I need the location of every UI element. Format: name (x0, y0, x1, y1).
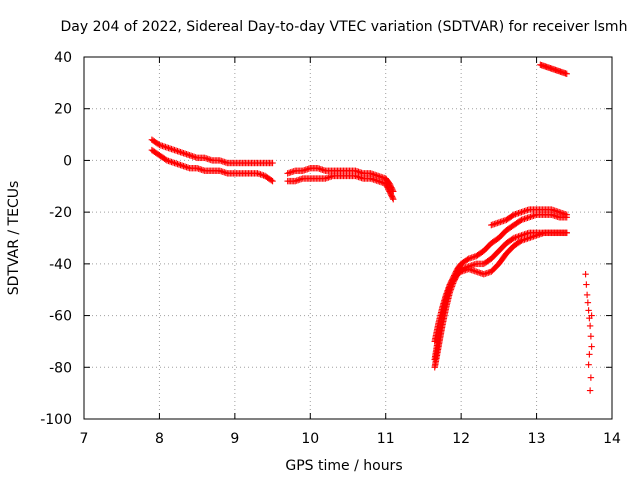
data-point (585, 361, 592, 368)
chart-title: Day 204 of 2022, Sidereal Day-to-day VTE… (61, 19, 628, 35)
y-tick-label: 40 (54, 50, 72, 66)
data-point (563, 214, 570, 221)
data-point (586, 387, 594, 394)
y-tick-label: -20 (49, 205, 72, 221)
data-point (162, 156, 169, 163)
data-point (588, 343, 595, 350)
data-point (456, 269, 464, 276)
grid (84, 57, 612, 419)
x-tick-label: 8 (155, 431, 164, 447)
y-tick-label: 20 (54, 102, 72, 118)
data-point (509, 212, 516, 219)
data-point (588, 312, 595, 319)
data-point (584, 299, 592, 306)
data-point (268, 177, 275, 184)
y-tick-label: 0 (63, 153, 72, 169)
x-tick-label: 11 (377, 431, 395, 447)
x-tick-label: 10 (301, 431, 319, 447)
data-point (269, 159, 276, 167)
x-axis-label: GPS time / hours (285, 458, 402, 474)
data-point (586, 351, 593, 358)
data-point (583, 281, 590, 288)
plot-frame (83, 56, 613, 420)
data-point (587, 333, 595, 340)
data-point (464, 256, 471, 263)
data-point (517, 238, 524, 245)
y-tick-label: -80 (49, 360, 72, 376)
data-point (563, 229, 570, 237)
x-tick-label: 12 (452, 431, 470, 447)
data-point (517, 217, 524, 224)
data-point (586, 322, 594, 330)
axis-ticks: 7 8 9 10 11 12 13 14 -100 -80 -60 -40 -20 0 20 40 (40, 50, 621, 447)
y-tick-label: -40 (49, 257, 72, 273)
data-point (269, 177, 276, 185)
data-point (585, 307, 592, 314)
y-tick-label: -100 (40, 412, 72, 428)
x-tick-label: 13 (528, 431, 546, 447)
x-tick-label: 9 (230, 431, 239, 447)
x-tick-label: 7 (80, 431, 89, 447)
data-point (390, 196, 397, 203)
data-point (509, 235, 516, 243)
data-points (148, 61, 595, 394)
data-point (583, 291, 591, 299)
x-tick-label: 14 (603, 431, 621, 447)
y-tick-label: -60 (49, 309, 72, 325)
data-point (563, 70, 570, 78)
data-point (389, 194, 396, 202)
data-point (587, 374, 595, 381)
data-point (582, 271, 589, 278)
y-axis-label: SDTVAR / TECUs (6, 181, 22, 296)
data-point (154, 140, 162, 148)
